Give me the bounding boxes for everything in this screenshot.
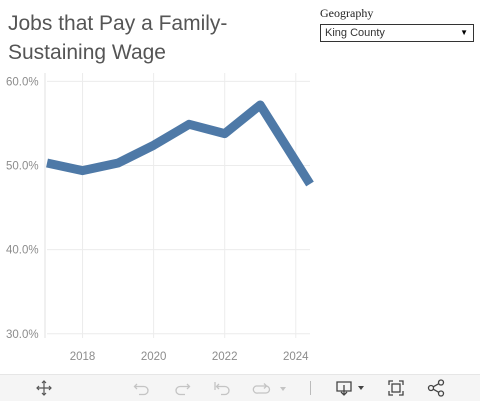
fullscreen-icon[interactable]: [386, 378, 406, 398]
x-tick-label: 2022: [212, 351, 238, 363]
move-icon[interactable]: [34, 378, 54, 398]
x-tick-label: 2024: [283, 351, 309, 363]
toolbar: [0, 374, 480, 401]
y-tick-label: 30.0%: [6, 329, 39, 341]
redo-icon[interactable]: [172, 378, 192, 398]
dropdown-arrow-icon: ▼: [460, 25, 468, 41]
y-tick-label: 40.0%: [6, 245, 39, 257]
geography-selected-value: King County: [325, 27, 385, 39]
y-tick-label: 60.0%: [6, 76, 39, 88]
geography-dropdown[interactable]: King County ▼: [320, 24, 474, 42]
line-chart: 30.0% 40.0% 50.0% 60.0% 2018 2020 2022 2024: [0, 68, 320, 368]
series-line: [47, 105, 310, 184]
share-icon[interactable]: [426, 378, 446, 398]
undo-icon[interactable]: [132, 378, 152, 398]
revert-icon[interactable]: [212, 378, 232, 398]
y-tick-label: 50.0%: [6, 161, 39, 173]
refresh-icon[interactable]: [250, 378, 290, 398]
x-tick-label: 2020: [141, 351, 167, 363]
x-tick-label: 2018: [70, 351, 96, 363]
download-icon[interactable]: [334, 378, 368, 398]
toolbar-divider: [310, 381, 311, 395]
dashboard-title: Jobs that Pay a Family-Sustaining Wage: [8, 9, 308, 67]
geography-filter-label: Geography: [320, 6, 373, 21]
